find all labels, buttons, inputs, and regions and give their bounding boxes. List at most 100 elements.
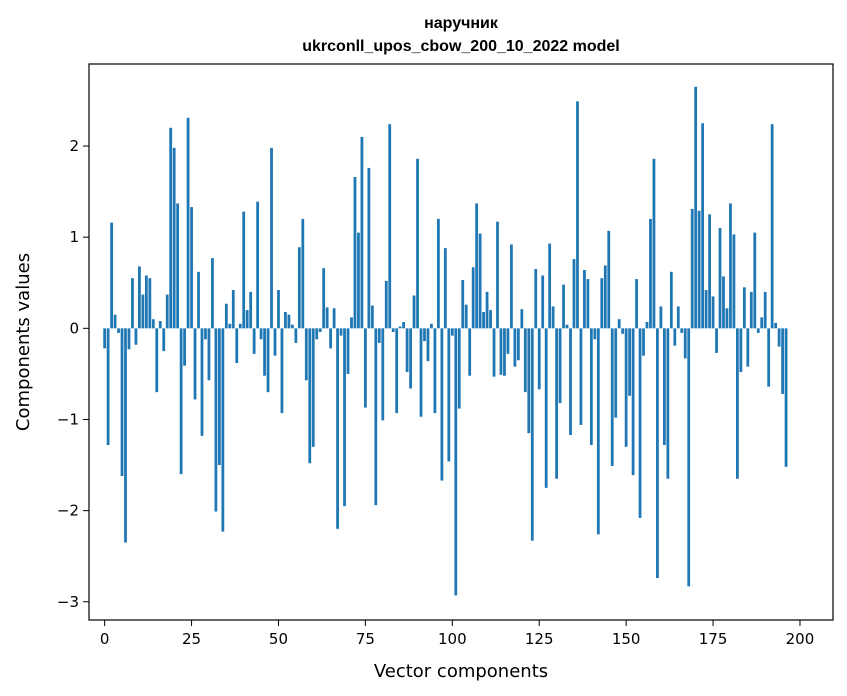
bar-175 [711, 296, 715, 329]
bar-53 [287, 314, 291, 329]
bar-59 [308, 328, 312, 464]
bar-45 [259, 328, 263, 340]
bar-158 [652, 158, 656, 329]
bar-32 [214, 328, 218, 512]
bar-55 [294, 328, 298, 343]
bar-50 [277, 290, 280, 329]
bar-113 [496, 221, 499, 329]
bar-57 [301, 218, 305, 329]
bar-41 [245, 310, 249, 329]
bar-40 [242, 211, 246, 329]
bar-162 [666, 328, 670, 479]
x-tick-label: 75 [356, 630, 375, 648]
x-tick-label: 0 [100, 630, 110, 648]
bar-75 [364, 328, 367, 408]
bar-184 [742, 287, 746, 329]
bar-160 [659, 306, 663, 329]
bar-155 [642, 328, 645, 356]
bar-88 [409, 328, 412, 389]
bar-69 [343, 328, 346, 507]
bar-125 [537, 328, 541, 390]
bar-189 [760, 317, 764, 329]
y-axis-label: Components values [13, 253, 34, 431]
bar-104 [464, 304, 468, 329]
bar-1 [106, 328, 110, 445]
bar-109 [482, 311, 485, 329]
bar-157 [649, 218, 652, 329]
bar-145 [607, 230, 611, 329]
bar-13 [148, 278, 152, 329]
bar-9 [134, 328, 138, 345]
bar-115 [503, 328, 506, 376]
bar-118 [513, 328, 517, 367]
bar-133 [565, 324, 569, 329]
bar-128 [548, 243, 552, 329]
bar-70 [346, 328, 350, 374]
bar-173 [704, 290, 708, 329]
bar-61 [315, 328, 319, 340]
bar-166 [680, 328, 684, 333]
bar-34 [221, 328, 225, 532]
bar-130 [555, 328, 558, 479]
bar-17 [162, 328, 166, 352]
bar-42 [249, 291, 253, 329]
bar-112 [492, 328, 496, 377]
bar-195 [781, 328, 784, 394]
bar-180 [729, 203, 732, 329]
bar-129 [551, 306, 555, 329]
bar-179 [725, 308, 729, 329]
bar-98 [443, 248, 447, 329]
bar-79 [377, 328, 381, 343]
bar-126 [541, 275, 545, 329]
bar-140 [589, 328, 593, 445]
bar-178 [722, 276, 725, 329]
bar-123 [530, 328, 534, 541]
bar-94 [430, 323, 433, 329]
bar-141 [593, 328, 597, 340]
bar-19 [169, 127, 173, 329]
bar-92 [423, 328, 426, 342]
bar-134 [569, 328, 572, 435]
bar-100 [450, 328, 454, 336]
bar-72 [353, 177, 357, 329]
x-axis-ticks: 0 25 50 75 100 125 150 175 200 [100, 620, 814, 648]
bar-15 [155, 328, 159, 393]
bar-132 [562, 284, 565, 329]
y-tick-label: −1 [57, 410, 79, 428]
bar-58 [304, 328, 308, 381]
y-tick-label: 0 [69, 319, 79, 337]
bar-148 [617, 319, 621, 329]
bar-161 [662, 328, 666, 445]
bar-78 [374, 328, 378, 506]
y-tick-label: 1 [69, 228, 79, 246]
bar-154 [638, 328, 642, 518]
bar-4 [117, 328, 120, 333]
bar-22 [179, 328, 183, 475]
bar-131 [558, 328, 562, 404]
x-tick-label: 25 [182, 630, 201, 648]
bar-65 [329, 328, 333, 349]
bar-192 [770, 124, 774, 329]
bar-56 [297, 247, 301, 329]
bar-96 [437, 218, 440, 329]
bar-182 [736, 328, 739, 479]
bar-119 [516, 328, 520, 361]
bar-106 [471, 267, 475, 329]
bar-181 [732, 234, 736, 329]
bar-6 [124, 328, 127, 543]
bar-139 [586, 279, 590, 329]
bar-81 [384, 280, 388, 329]
bar-122 [527, 328, 531, 434]
bar-60 [311, 328, 315, 447]
bar-95 [433, 328, 437, 414]
bar-108 [478, 233, 482, 329]
bar-35 [224, 303, 228, 329]
bar-170 [694, 86, 698, 329]
bar-3 [113, 314, 117, 329]
bar-150 [624, 328, 628, 447]
bar-30 [207, 328, 211, 381]
bar-196 [784, 328, 788, 467]
bar-156 [645, 321, 649, 329]
bar-191 [767, 328, 771, 387]
bar-116 [506, 328, 510, 354]
